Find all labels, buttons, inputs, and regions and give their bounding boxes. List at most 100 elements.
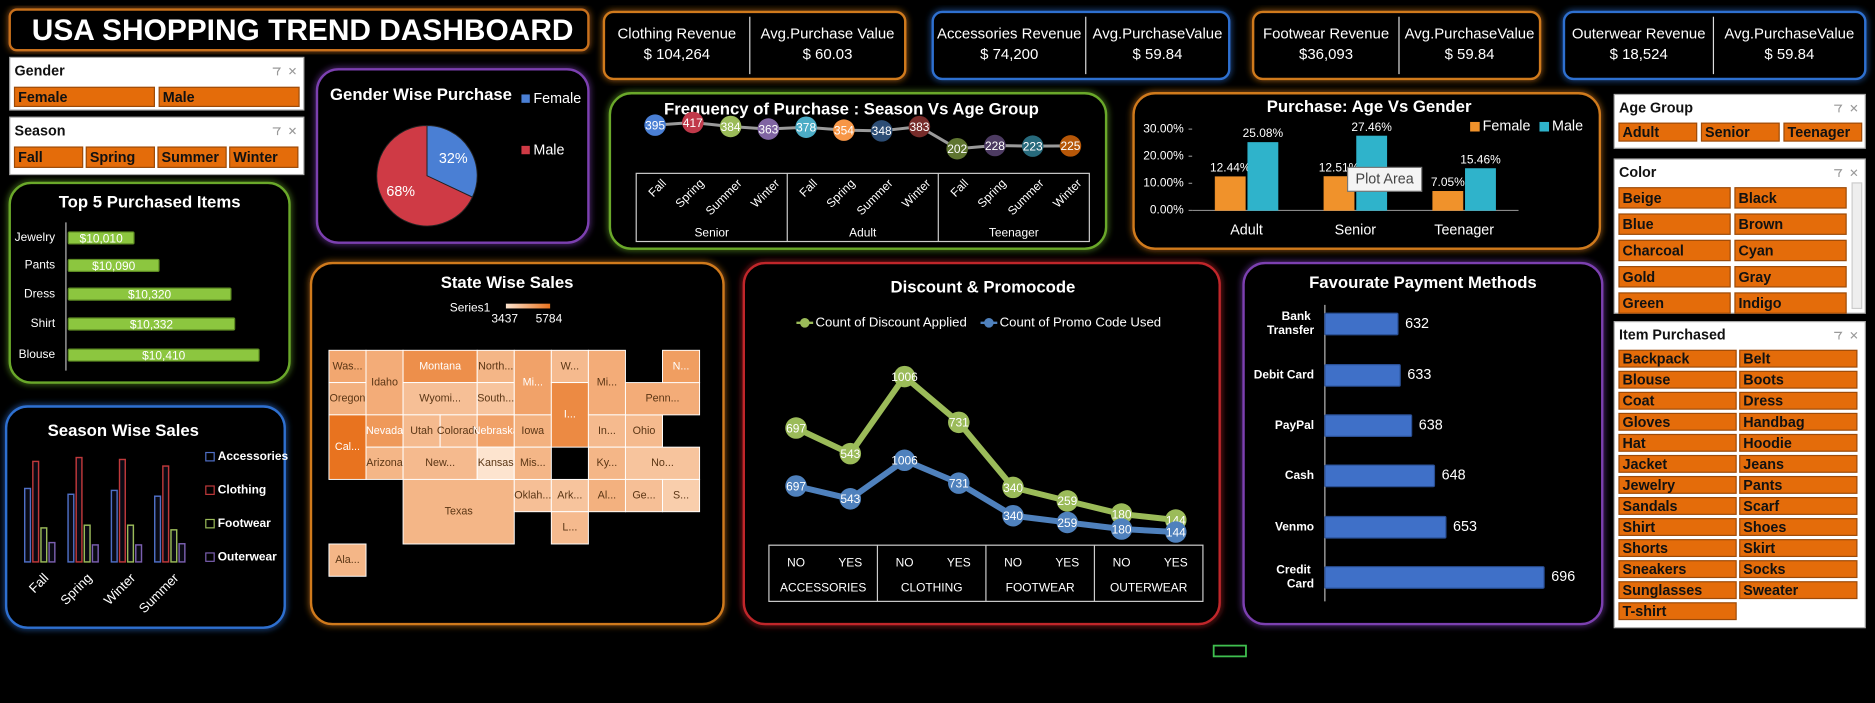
category-label: Debit Card: [1254, 368, 1314, 382]
chart-title: Top 5 Purchased Items: [59, 193, 241, 212]
slicer-item: Belt: [1743, 352, 1770, 368]
slicer-button[interactable]: [1734, 292, 1847, 314]
legend-max: 5784: [536, 311, 563, 325]
slicer-button[interactable]: [1618, 349, 1737, 368]
slicer-button[interactable]: [1739, 497, 1858, 515]
point: [948, 472, 970, 494]
state-label: Nebraska: [473, 425, 519, 437]
state-label: N...: [673, 360, 690, 372]
state-label: Was...: [332, 360, 362, 372]
slicer-button[interactable]: [1739, 349, 1858, 368]
value-label: 225: [1060, 139, 1080, 153]
slicer-button[interactable]: [1618, 454, 1737, 473]
slicer-button[interactable]: [1618, 433, 1737, 452]
point: [833, 119, 855, 141]
slicer-button[interactable]: [1618, 239, 1731, 262]
slicer-item: Shirt: [1623, 520, 1656, 536]
slicer-button[interactable]: [85, 146, 155, 168]
slicer-button[interactable]: [1618, 497, 1737, 515]
legend-label: Count of Discount Applied: [816, 314, 967, 329]
slicer-icon[interactable]: [1834, 331, 1858, 340]
chart-title: Favourate Payment Methods: [1309, 273, 1537, 292]
slicer-button[interactable]: [1734, 187, 1847, 209]
slicer-button[interactable]: [1739, 518, 1858, 536]
slicer-button[interactable]: [13, 86, 155, 108]
point: [946, 137, 968, 160]
slicer-button[interactable]: [1618, 539, 1737, 558]
slicer-item: Jacket: [1623, 457, 1668, 473]
slicer-button[interactable]: [1618, 560, 1737, 579]
slicer-button[interactable]: [1618, 292, 1731, 314]
slicer-button[interactable]: [1618, 213, 1731, 235]
bar: [1465, 168, 1496, 211]
slicer-button[interactable]: [1739, 391, 1858, 410]
bar: [67, 231, 135, 245]
slicer-button[interactable]: [157, 146, 227, 168]
slicer-item: Jewelry: [1623, 478, 1676, 494]
slicer-button[interactable]: [13, 146, 84, 168]
slicer-button[interactable]: [1700, 122, 1780, 142]
slicer: [1613, 158, 1866, 314]
slicer-button[interactable]: [229, 146, 299, 168]
category-label: Pants: [25, 258, 56, 272]
slicer-button[interactable]: [1618, 187, 1731, 209]
value-label: 27.46%: [1351, 120, 1392, 134]
slicer-button[interactable]: [158, 86, 300, 108]
slicer-button[interactable]: [1739, 370, 1858, 389]
value-label: 68%: [386, 184, 415, 200]
slicer-button[interactable]: [1734, 266, 1847, 288]
legend-scale: [505, 303, 551, 309]
slicer-item: Winter: [233, 150, 278, 166]
point: [719, 115, 742, 138]
slicer-button[interactable]: [1734, 213, 1847, 235]
slicer-button[interactable]: [1618, 391, 1737, 410]
state-label: Ala...: [335, 554, 360, 566]
slicer-button[interactable]: [1618, 518, 1737, 536]
value-label: 697: [786, 421, 806, 435]
point: [1056, 490, 1079, 512]
bar: [91, 544, 99, 563]
point: [984, 134, 1006, 157]
state-region: [476, 414, 515, 448]
slicer-button[interactable]: [1618, 602, 1737, 621]
legend-label: Female: [533, 91, 581, 107]
slicer-button[interactable]: [1618, 122, 1698, 142]
group-label: CLOTHING: [901, 580, 963, 594]
slicer-button[interactable]: [1739, 475, 1858, 494]
value-label: 348: [872, 124, 892, 138]
legend-swatch: [1539, 121, 1550, 132]
slicer-icon[interactable]: [1834, 169, 1858, 177]
value-label: 417: [683, 116, 703, 130]
slicer-title: Gender: [15, 64, 66, 80]
slicer-button[interactable]: [1739, 412, 1858, 431]
slicer-item: Gray: [1739, 270, 1772, 286]
bar: [162, 465, 170, 563]
bar: [32, 460, 40, 563]
panel: [1562, 10, 1867, 81]
slicer-button[interactable]: [1739, 539, 1858, 558]
state-label: In...: [598, 425, 616, 437]
bar: [1324, 566, 1545, 589]
slicer-button[interactable]: [1739, 581, 1858, 600]
slicer-icon[interactable]: [272, 67, 296, 76]
point: [1165, 521, 1187, 543]
slicer-button[interactable]: [1618, 370, 1737, 389]
group-label: FOOTWEAR: [1006, 580, 1075, 594]
legend-swatch: [205, 518, 215, 529]
slicer-button[interactable]: [1618, 412, 1737, 431]
slicer-button[interactable]: [1739, 433, 1858, 452]
slicer-button[interactable]: [1739, 454, 1858, 473]
x-tick-label: NO: [1113, 555, 1131, 569]
panel: [1251, 10, 1542, 81]
slicer-icon[interactable]: [1834, 104, 1858, 113]
slicer-button[interactable]: [1618, 475, 1737, 494]
state-region: [328, 414, 367, 480]
slicer-button[interactable]: [1618, 581, 1737, 600]
point: [785, 475, 807, 497]
slicer-icon[interactable]: [272, 127, 296, 136]
slicer-button[interactable]: [1739, 560, 1858, 579]
slicer-button[interactable]: [1783, 122, 1863, 142]
slicer-button[interactable]: [1618, 266, 1731, 288]
chart-title: Season Wise Sales: [48, 421, 199, 440]
slicer-button[interactable]: [1734, 239, 1847, 262]
